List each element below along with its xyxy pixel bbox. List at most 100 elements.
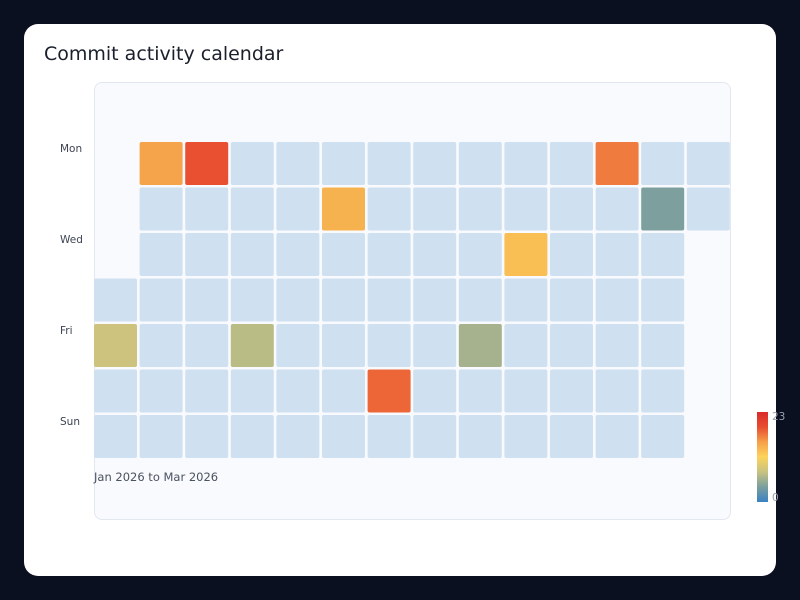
activity-cell bbox=[413, 324, 457, 367]
legend-min-label: 0 bbox=[772, 492, 779, 504]
activity-cell bbox=[276, 233, 320, 276]
activity-cell bbox=[504, 142, 548, 185]
activity-cell bbox=[322, 142, 365, 185]
activity-cell bbox=[185, 278, 229, 322]
activity-cell bbox=[322, 415, 365, 458]
activity-cell bbox=[139, 369, 183, 413]
day-label: Sun bbox=[60, 416, 80, 428]
activity-cell bbox=[641, 142, 685, 185]
date-range-caption: Jan 2026 to Mar 2026 bbox=[93, 470, 218, 484]
day-label: Wed bbox=[60, 234, 83, 246]
activity-cell-active bbox=[641, 187, 685, 231]
activity-cell bbox=[550, 278, 593, 322]
activity-cell bbox=[686, 187, 730, 231]
activity-cell bbox=[185, 233, 229, 276]
activity-cell bbox=[413, 233, 457, 276]
activity-cell bbox=[367, 233, 411, 276]
legend-max-label: 23 bbox=[772, 411, 785, 423]
activity-cell bbox=[550, 369, 593, 413]
activity-cell bbox=[322, 233, 365, 276]
activity-cell bbox=[550, 415, 593, 458]
activity-cell bbox=[458, 278, 502, 322]
chart-card: Commit activity calendar Mon Wed Fri Sun Jan… bbox=[24, 24, 785, 576]
activity-cell-active bbox=[367, 369, 411, 413]
activity-cell bbox=[458, 187, 502, 231]
activity-cell bbox=[94, 415, 137, 458]
color-legend-bar bbox=[757, 412, 768, 502]
activity-cell bbox=[276, 324, 320, 367]
activity-cell bbox=[367, 278, 411, 322]
activity-cell bbox=[458, 233, 502, 276]
activity-cell bbox=[185, 369, 229, 413]
activity-cell bbox=[185, 187, 229, 231]
activity-cell bbox=[550, 324, 593, 367]
activity-cell-active bbox=[595, 142, 639, 185]
activity-cell bbox=[550, 187, 593, 231]
activity-cell bbox=[276, 142, 320, 185]
activity-cell bbox=[641, 278, 685, 322]
activity-cell bbox=[276, 415, 320, 458]
activity-cell bbox=[230, 233, 274, 276]
activity-cell bbox=[413, 278, 457, 322]
activity-cell bbox=[595, 324, 639, 367]
activity-cell-active bbox=[94, 324, 137, 367]
activity-cell bbox=[139, 415, 183, 458]
activity-cell bbox=[550, 142, 593, 185]
heatmap-chart: Mon Wed Fri Sun Jan 2026 to Mar 2026 23 0 bbox=[60, 142, 785, 504]
activity-cell bbox=[139, 324, 183, 367]
activity-cell bbox=[322, 369, 365, 413]
activity-cell bbox=[458, 369, 502, 413]
activity-cell bbox=[185, 415, 229, 458]
activity-cell bbox=[641, 415, 685, 458]
activity-cell-active bbox=[458, 324, 502, 367]
activity-cell bbox=[595, 187, 639, 231]
activity-cell bbox=[504, 415, 548, 458]
activity-cell bbox=[504, 369, 548, 413]
activity-cell bbox=[413, 369, 457, 413]
activity-cell bbox=[595, 278, 639, 322]
activity-cell bbox=[94, 369, 137, 413]
activity-cell bbox=[458, 415, 502, 458]
day-label: Mon bbox=[60, 143, 82, 155]
activity-cell bbox=[504, 278, 548, 322]
activity-cell bbox=[139, 278, 183, 322]
activity-cell bbox=[367, 324, 411, 367]
activity-cell bbox=[230, 187, 274, 231]
activity-cell bbox=[367, 142, 411, 185]
activity-cell bbox=[276, 278, 320, 322]
day-label: Fri bbox=[60, 325, 73, 337]
activity-cell bbox=[641, 369, 685, 413]
chart-title: Commit activity calendar bbox=[44, 43, 284, 65]
activity-cell bbox=[413, 187, 457, 231]
activity-cell bbox=[94, 278, 137, 322]
activity-cell bbox=[458, 142, 502, 185]
activity-cell-active bbox=[185, 142, 229, 185]
activity-cell-active bbox=[230, 324, 274, 367]
activity-cell bbox=[322, 324, 365, 367]
activity-cell bbox=[185, 324, 229, 367]
activity-cell bbox=[230, 142, 274, 185]
activity-cell bbox=[276, 369, 320, 413]
activity-cell bbox=[595, 415, 639, 458]
activity-cell bbox=[322, 278, 365, 322]
activity-cell bbox=[641, 324, 685, 367]
activity-cell bbox=[276, 187, 320, 231]
activity-cell bbox=[504, 324, 548, 367]
activity-cell bbox=[641, 233, 685, 276]
activity-cell-active bbox=[139, 142, 183, 185]
activity-cell-active bbox=[322, 187, 365, 231]
activity-cell bbox=[413, 142, 457, 185]
activity-cell bbox=[367, 415, 411, 458]
activity-cell bbox=[230, 415, 274, 458]
activity-cell bbox=[595, 233, 639, 276]
activity-cell bbox=[139, 233, 183, 276]
activity-cell bbox=[413, 415, 457, 458]
activity-cell bbox=[504, 187, 548, 231]
activity-cell bbox=[367, 187, 411, 231]
activity-cell bbox=[686, 142, 730, 185]
activity-cell bbox=[230, 369, 274, 413]
activity-cell bbox=[139, 187, 183, 231]
activity-cell bbox=[550, 233, 593, 276]
activity-cell bbox=[230, 278, 274, 322]
activity-cell bbox=[595, 369, 639, 413]
